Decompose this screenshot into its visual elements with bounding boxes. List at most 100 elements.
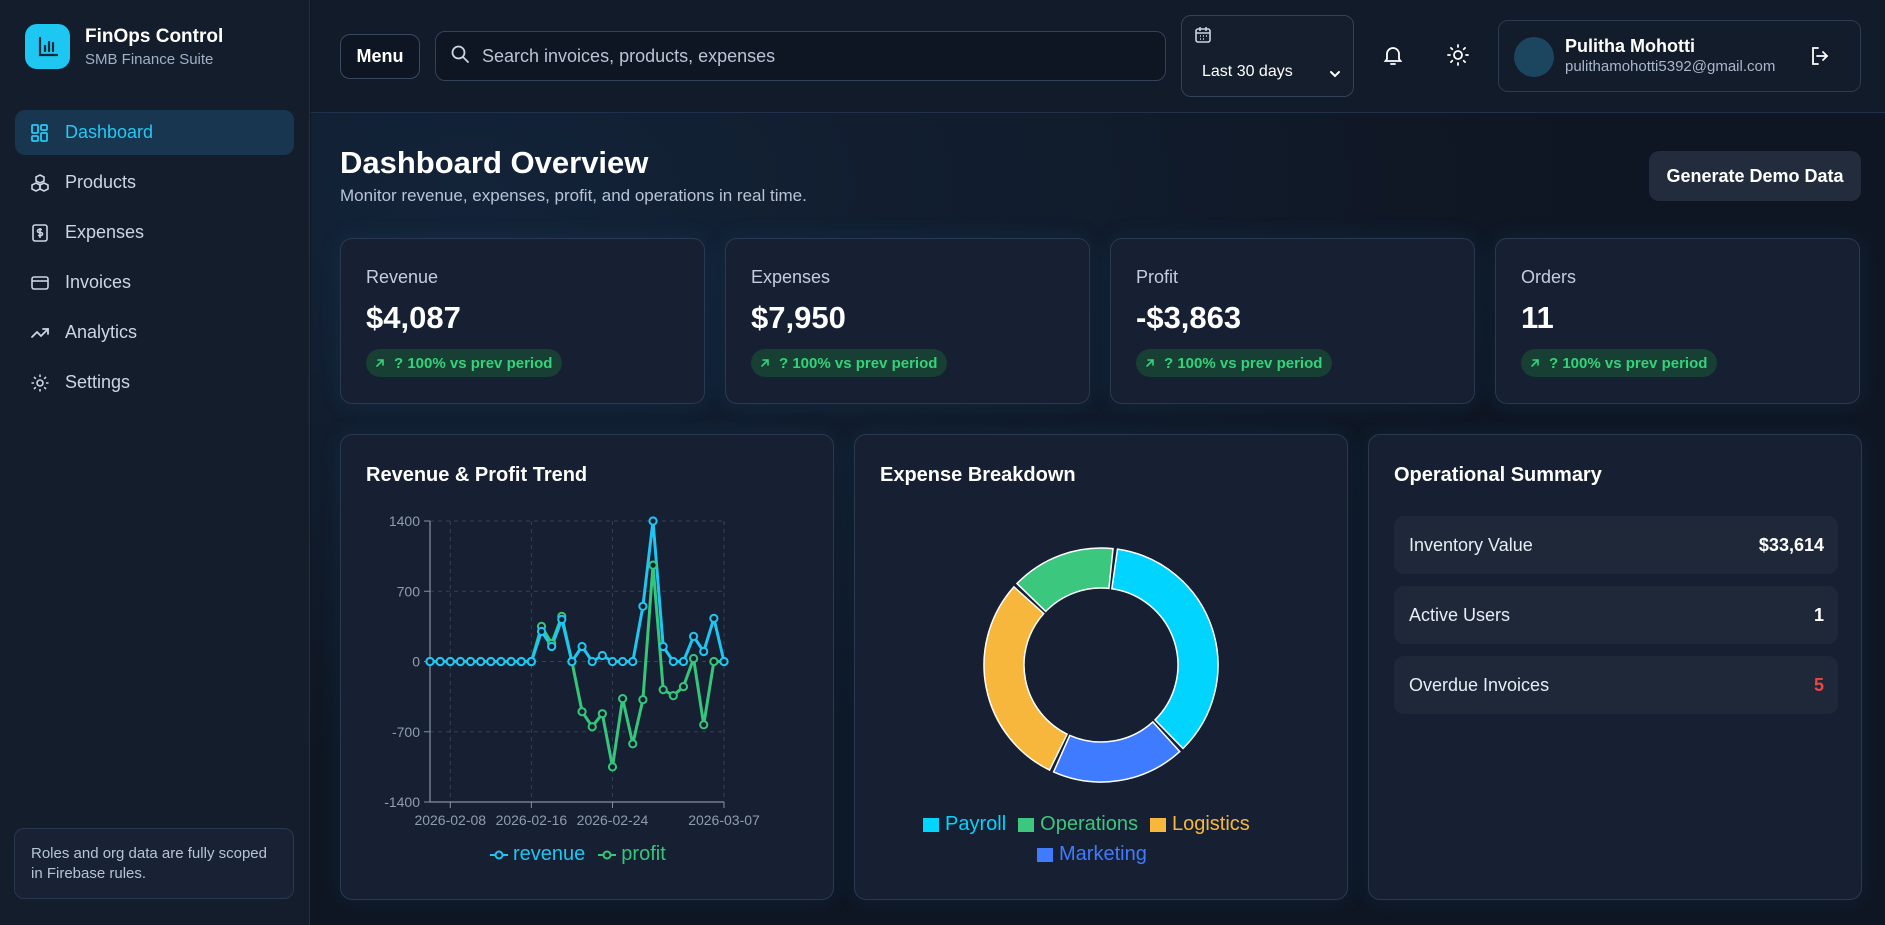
sidebar-item-invoices[interactable]: Invoices xyxy=(15,260,294,305)
data-point-revenue xyxy=(678,656,689,667)
data-point-revenue xyxy=(658,641,668,652)
legend-swatch xyxy=(1037,847,1053,862)
sidebar-item-settings[interactable]: Settings xyxy=(15,360,294,405)
data-point-revenue xyxy=(719,656,729,667)
data-point-revenue xyxy=(648,516,658,526)
legend-item-payroll[interactable]: Payroll xyxy=(923,813,1006,836)
sidebar-note: Roles and org data are fully scoped in F… xyxy=(14,828,294,899)
topbar: Menu Last 30 days xyxy=(311,0,1885,113)
legend-label: Operations xyxy=(1040,813,1138,835)
sidebar-item-label: Analytics xyxy=(65,322,138,342)
menu-button[interactable]: Menu xyxy=(340,34,420,79)
brand-title: FinOps Control xyxy=(85,25,224,47)
sidebar-item-dashboard[interactable]: Dashboard xyxy=(15,110,294,155)
y-tick-label: 1400 xyxy=(389,513,420,529)
data-point-revenue xyxy=(567,656,577,667)
legend-item-profit[interactable]: profit xyxy=(597,843,666,866)
data-point-revenue xyxy=(506,656,516,667)
panel-title: Operational Summary xyxy=(1394,464,1602,486)
legend-item-logistics[interactable]: Logistics xyxy=(1149,813,1250,836)
brand-subtitle: SMB Finance Suite xyxy=(85,50,214,68)
sun-icon[interactable] xyxy=(1443,40,1473,70)
sidebar-item-expenses[interactable]: Expenses xyxy=(15,210,294,255)
avatar xyxy=(1514,37,1554,77)
data-point-profit xyxy=(587,722,597,732)
kpi-change-text: ? 100% vs prev period xyxy=(1549,354,1708,372)
kpi-label: Expenses xyxy=(751,267,831,287)
expense-donut-chart xyxy=(983,547,1219,783)
data-point-revenue xyxy=(435,656,445,667)
legend-label: Logistics xyxy=(1171,813,1250,835)
legend-item-revenue[interactable]: revenue xyxy=(489,843,585,866)
sidebar-item-label: Expenses xyxy=(65,222,145,242)
sidebar-item-analytics[interactable]: Analytics xyxy=(15,310,294,355)
date-range-select[interactable]: Last 30 days xyxy=(1181,15,1354,97)
data-point-revenue xyxy=(587,656,597,667)
panel-title: Expense Breakdown xyxy=(880,464,1076,486)
sidebar-item-label: Products xyxy=(65,172,137,192)
ops-value: $33,614 xyxy=(1758,535,1824,555)
data-point-revenue xyxy=(476,656,486,667)
logout-icon[interactable] xyxy=(1809,45,1831,72)
donut-slice-marketing xyxy=(1052,720,1181,783)
data-point-revenue xyxy=(496,656,506,667)
arrow-up-right-icon xyxy=(1531,359,1539,367)
data-point-revenue xyxy=(699,646,709,657)
y-tick-label: 700 xyxy=(397,583,421,599)
trend-legend: revenue profit xyxy=(489,843,678,866)
panel-title: Revenue & Profit Trend xyxy=(366,464,588,486)
boxes-icon xyxy=(30,173,50,193)
trend-chart: 1400 700 0 -700 -1400 2026-02-08 2026-02-16 202… xyxy=(384,513,760,828)
data-point-revenue xyxy=(455,656,466,667)
data-point-revenue xyxy=(526,656,536,667)
search-box[interactable] xyxy=(435,31,1166,81)
generate-demo-data-button[interactable]: Generate Demo Data xyxy=(1649,151,1861,201)
sidebar-item-products[interactable]: Products xyxy=(15,160,294,205)
legend-label: Marketing xyxy=(1059,843,1147,865)
donut-slice-operations xyxy=(1015,547,1114,613)
data-point-revenue xyxy=(688,631,699,642)
ops-row-overdue-invoices: Overdue Invoices 5 xyxy=(1394,656,1838,714)
expense-breakdown-panel: Expense Breakdown Payroll Operations Log… xyxy=(854,434,1348,900)
sidebar-item-label: Settings xyxy=(65,372,131,392)
donut-slice-logistics xyxy=(983,585,1069,772)
kpi-change-badge: ? 100% vs prev period xyxy=(1136,349,1333,377)
legend-item-operations[interactable]: Operations xyxy=(1018,813,1138,836)
sidebar: FinOps Control SMB Finance Suite Dashboa… xyxy=(0,0,310,925)
data-point-revenue xyxy=(486,656,496,667)
ops-label: Active Users xyxy=(1409,605,1511,625)
arrow-up-right-icon xyxy=(376,359,384,367)
kpi-change-badge: ? 100% vs prev period xyxy=(366,349,563,377)
kpi-card-orders: Orders 11 ? 100% vs prev period xyxy=(1495,238,1860,404)
gear-icon xyxy=(30,373,50,393)
data-point-revenue xyxy=(628,656,638,667)
data-point-profit xyxy=(628,739,638,749)
legend-label: revenue xyxy=(513,843,586,865)
data-point-profit xyxy=(607,762,618,772)
brand[interactable]: FinOps Control SMB Finance Suite xyxy=(25,24,223,69)
ops-label: Overdue Invoices xyxy=(1409,675,1550,695)
kpi-label: Profit xyxy=(1136,267,1179,287)
kpi-card-revenue: Revenue $4,087 ? 100% vs prev period xyxy=(340,238,705,404)
data-point-revenue xyxy=(607,656,618,667)
user-profile[interactable]: Pulitha Mohotti pulithamohotti5392@gmail… xyxy=(1498,20,1861,92)
data-point-revenue xyxy=(638,601,648,611)
ops-value: 1 xyxy=(1813,605,1824,625)
search-input[interactable] xyxy=(482,45,1162,67)
main-content: Menu Last 30 days xyxy=(311,0,1885,925)
bell-icon[interactable] xyxy=(1378,40,1408,70)
kpi-value: $4,087 xyxy=(366,300,461,335)
x-tick-label: 2026-02-16 xyxy=(496,812,568,828)
kpi-change-text: ? 100% vs prev period xyxy=(1164,354,1323,372)
data-point-profit xyxy=(668,691,678,701)
data-point-revenue xyxy=(547,641,557,652)
legend-item-marketing[interactable]: Marketing xyxy=(1037,843,1147,866)
legend-line-marker xyxy=(490,850,508,859)
data-point-revenue xyxy=(577,641,587,652)
search-icon xyxy=(450,44,470,69)
arrow-up-right-icon xyxy=(1146,359,1154,367)
kpi-value: -$3,863 xyxy=(1136,300,1242,335)
kpi-card-profit: Profit -$3,863 ? 100% vs prev period xyxy=(1110,238,1475,404)
data-point-profit xyxy=(597,709,607,719)
